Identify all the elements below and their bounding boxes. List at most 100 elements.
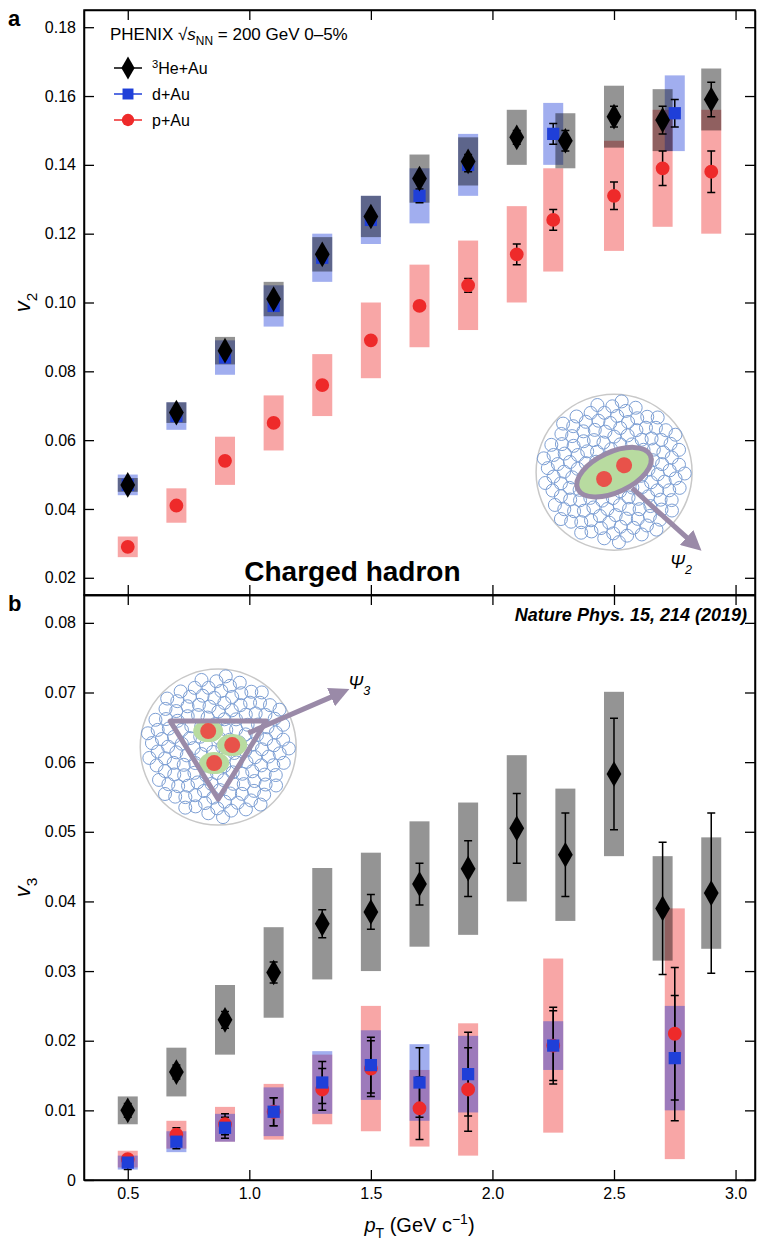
y-axis-line: [84, 596, 86, 1181]
x-top-tick: [371, 10, 372, 20]
figure: 0.020.040.060.080.100.120.140.160.18PHEN…: [0, 0, 769, 1251]
y-tick-label: 0.12: [45, 225, 76, 242]
nucleon: [159, 752, 172, 765]
sys-error-box: [264, 395, 284, 450]
y-right-tick-mark: [745, 971, 755, 972]
x-tick-label: 3.0: [725, 1185, 747, 1202]
nucleon: [598, 406, 611, 419]
participant: [200, 723, 216, 739]
nucleon: [557, 417, 570, 430]
x-tick: 0.5: [117, 1170, 139, 1202]
x-top-tick: [249, 595, 250, 605]
point: [413, 190, 425, 202]
text-part: d+Au: [152, 86, 190, 103]
plot-frame: [84, 10, 755, 595]
point: [656, 161, 670, 175]
y-tick: 0.04: [45, 501, 94, 518]
point: [266, 960, 281, 986]
nucleon: [245, 685, 258, 698]
point: [315, 378, 329, 392]
x-top-tick: [371, 595, 372, 605]
y-tick-label: 0.05: [45, 823, 76, 840]
x-tick: 2.5: [603, 1170, 625, 1202]
nucleon: [650, 523, 663, 536]
y-tick-label: 0.08: [45, 363, 76, 380]
x-top-tick: [492, 10, 493, 20]
y-right-tick-mark: [745, 27, 755, 28]
legend-marker: [121, 57, 134, 80]
point: [267, 416, 281, 430]
y-right-tick-mark: [745, 1041, 755, 1042]
sys-error-box: [312, 234, 332, 282]
plane-arrow: [248, 693, 340, 733]
legend-item: 3He+Au: [114, 57, 208, 80]
y-right-tick: [745, 234, 755, 235]
nucleon: [630, 424, 643, 437]
x-top-tick: [736, 595, 737, 605]
nucleon: [591, 399, 604, 412]
y-tick: 0.04: [45, 893, 94, 910]
y-tick: 0.08: [45, 614, 94, 631]
text-part: NN: [196, 34, 213, 48]
nucleon: [188, 681, 201, 694]
y-right-tick: [745, 901, 755, 902]
x-axis-title: pT (GeV c−1): [363, 1211, 474, 1241]
point: [462, 1068, 474, 1080]
sys-error-box: [264, 927, 284, 1018]
sys-error-box: [701, 69, 721, 131]
sys-error-box: [458, 137, 478, 185]
nucleon: [270, 779, 283, 792]
x-tick-mark: [128, 585, 129, 595]
nucleon: [629, 401, 642, 414]
nucleon: [615, 395, 628, 408]
text-part: 3: [23, 878, 40, 887]
nucleon: [665, 494, 678, 507]
point: [547, 1039, 559, 1051]
x-top-tick-mark: [492, 10, 493, 20]
point: [509, 815, 524, 841]
y-tick-label: 0.10: [45, 294, 76, 311]
y-tick-label: 0: [67, 1172, 76, 1189]
x-top-tick: [128, 595, 129, 605]
sys-error-box: [458, 241, 478, 330]
x-tick-mark: [614, 585, 615, 595]
x-top-tick: [614, 595, 615, 605]
point: [121, 540, 135, 554]
x-tick: 1.0: [239, 1170, 261, 1202]
point: [704, 165, 718, 179]
y-right-tick: [745, 693, 755, 694]
y-tick-label: 0.06: [45, 432, 76, 449]
x-tick: 1.5: [360, 1170, 382, 1202]
y-tick-label: 0.07: [45, 684, 76, 701]
nucleon: [277, 756, 290, 769]
nucleon: [255, 759, 268, 772]
sys-error-box: [312, 354, 332, 416]
nucleon: [604, 416, 617, 429]
y-tick: 0.01: [45, 1102, 94, 1119]
sys-error-box: [507, 110, 527, 165]
participant: [593, 468, 614, 489]
participant: [206, 755, 222, 771]
sys-error-box: [653, 89, 673, 151]
y-tick: 0.16: [45, 88, 94, 105]
nucleon: [614, 520, 627, 533]
sys-error-box: [215, 1107, 235, 1142]
y-tick-mark: [84, 1180, 94, 1181]
point: [169, 400, 184, 426]
y-right-tick-mark: [745, 1110, 755, 1111]
x-tick-mark: [735, 1170, 736, 1180]
legend: 3He+Aud+Aup+Au: [114, 57, 208, 129]
x-axis-line: [85, 595, 756, 597]
nucleon: [651, 411, 664, 424]
annotation: Ψ2: [670, 552, 692, 576]
y-tick: 0.06: [45, 432, 94, 449]
sys-error-box: [215, 437, 235, 485]
participant: [224, 737, 240, 753]
overlap-blob: [217, 734, 247, 756]
x-tick-label: 2.0: [482, 1185, 504, 1202]
point: [669, 1052, 681, 1064]
y-right-axis: [745, 11, 756, 596]
y-axis-title: v2: [10, 293, 40, 313]
point: [363, 204, 378, 230]
sys-error-box: [507, 755, 527, 901]
